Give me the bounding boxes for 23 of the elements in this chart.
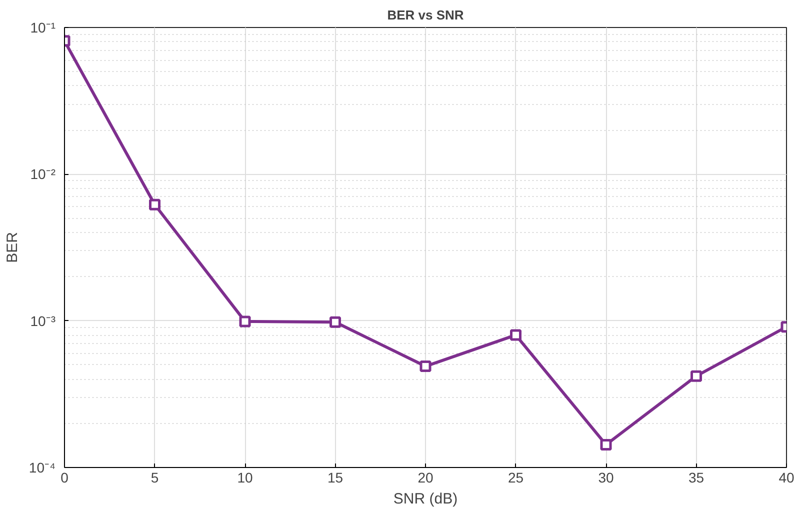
- point: [239, 316, 251, 328]
- point: [420, 360, 432, 372]
- y-tick-label: 10⁻³: [30, 312, 56, 329]
- point: [149, 198, 160, 210]
- point: [690, 370, 702, 382]
- x-tick-label: 5: [150, 470, 159, 486]
- point: [330, 316, 341, 328]
- x-tick-label: 40: [778, 470, 794, 486]
- y-axis-title: BER: [4, 232, 21, 263]
- point: [510, 329, 522, 341]
- y-tick-label: 10⁻⁴: [28, 460, 56, 476]
- x-tick-label: 10: [237, 470, 253, 486]
- point: [600, 438, 612, 450]
- x-tick-label: 20: [418, 470, 434, 486]
- x-tick-label: 30: [598, 470, 614, 486]
- y-tick-label: 10⁻²: [30, 166, 56, 182]
- x-tick-label: 35: [688, 470, 704, 486]
- x-axis-title: SNR (dB): [393, 490, 458, 508]
- x-tick-label: 15: [327, 470, 344, 486]
- x-tick-label: 25: [508, 470, 524, 486]
- y-tick-label: 10⁻¹: [30, 20, 56, 36]
- chart-title: BER vs SNR: [387, 8, 464, 22]
- x-tick-label: 0: [60, 470, 69, 486]
